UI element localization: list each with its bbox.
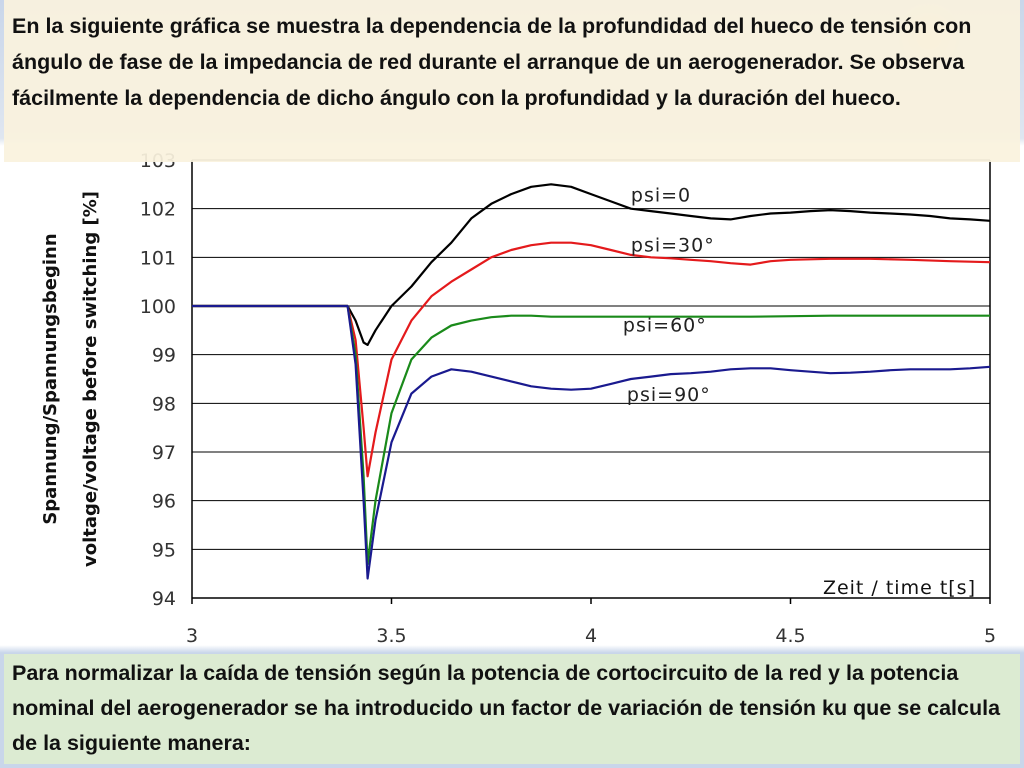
y-tick-label: 96 [152, 491, 176, 513]
series-line-3 [192, 304, 991, 580]
series-label: psi=0 [631, 184, 691, 206]
y-tick-label: 100 [140, 296, 176, 318]
series-line-0 [192, 183, 991, 346]
chart-svg: 94959697989910010110210333.544.55 Zeit /… [40, 150, 996, 647]
voltage-dip-chart: 94959697989910010110210333.544.55 Zeit /… [0, 150, 1024, 650]
y-tick-label: 99 [152, 345, 176, 367]
chart-grid [192, 159, 990, 599]
y-tick-label: 94 [152, 588, 176, 610]
x-tick-label: 3.5 [376, 625, 406, 647]
chart-series [192, 183, 991, 580]
series-line-2 [192, 304, 990, 565]
series-label: psi=60° [623, 314, 707, 336]
x-axis-label: Zeit / time t[s] [823, 577, 976, 599]
y-tick-label: 97 [152, 442, 176, 464]
x-tick-label: 4 [585, 625, 597, 647]
y-axis-label-line2: voltage/voltage before switching [%] [80, 191, 101, 567]
series-label: psi=90° [627, 384, 711, 406]
x-tick-label: 3 [186, 625, 198, 647]
y-tick-label: 95 [152, 539, 176, 561]
series-line-1 [192, 241, 991, 478]
footer-text: Para normalizar la caída de tensión segú… [12, 661, 1001, 755]
x-tick-label: 5 [984, 625, 996, 647]
chart-labels: Zeit / time t[s] Spannung/Spannungsbeginn… [40, 184, 976, 599]
y-tick-label: 98 [152, 393, 176, 415]
intro-text-box [4, 0, 1020, 162]
y-axis-label-line1: Spannung/Spannungsbeginn [40, 233, 61, 524]
y-tick-label: 102 [140, 199, 176, 221]
y-tick-label: 101 [140, 247, 176, 269]
x-tick-label: 4.5 [775, 625, 805, 647]
footer-text-box [4, 654, 1020, 764]
intro-text: En la siguiente gráfica se muestra la de… [12, 14, 972, 110]
series-label: psi=30° [631, 234, 715, 256]
chart-axes: 94959697989910010110210333.544.55 [140, 150, 996, 647]
